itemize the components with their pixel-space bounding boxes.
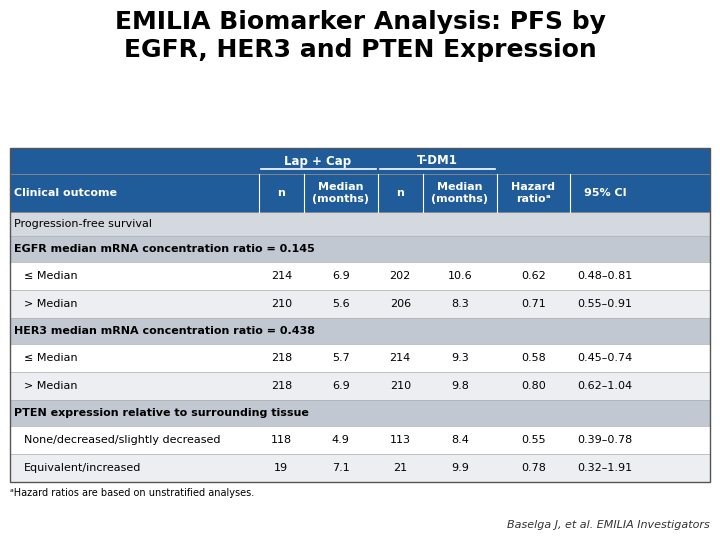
Text: Baselga J, et al. EMILIA Investigators: Baselga J, et al. EMILIA Investigators [508, 520, 710, 530]
Text: ≤ Median: ≤ Median [24, 353, 78, 363]
Text: Clinical outcome: Clinical outcome [14, 188, 117, 198]
Bar [10, 372, 710, 400]
Bar [10, 212, 710, 236]
Text: 5.6: 5.6 [332, 299, 350, 309]
Text: 0.55–0.91: 0.55–0.91 [577, 299, 632, 309]
Text: Median
(months): Median (months) [312, 182, 369, 204]
Text: 218: 218 [271, 381, 292, 391]
Bar [10, 344, 710, 372]
Text: Progression-free survival: Progression-free survival [14, 219, 152, 229]
Text: T-DM1: T-DM1 [417, 154, 457, 167]
Bar [10, 174, 710, 212]
Bar [10, 290, 710, 318]
Text: ᵃHazard ratios are based on unstratified analyses.: ᵃHazard ratios are based on unstratified… [10, 488, 254, 498]
Text: 206: 206 [390, 299, 411, 309]
Text: 0.32–1.91: 0.32–1.91 [577, 463, 633, 473]
Bar [10, 236, 710, 262]
Text: 8.3: 8.3 [451, 299, 469, 309]
Text: ≤ Median: ≤ Median [24, 271, 78, 281]
Text: 9.9: 9.9 [451, 463, 469, 473]
Text: > Median: > Median [24, 381, 78, 391]
Bar [10, 426, 710, 454]
Text: n: n [277, 188, 285, 198]
Text: 21: 21 [393, 463, 408, 473]
Text: 202: 202 [390, 271, 411, 281]
Text: 0.78: 0.78 [521, 463, 546, 473]
Bar [10, 148, 710, 482]
Text: 218: 218 [271, 353, 292, 363]
Text: 0.80: 0.80 [521, 381, 546, 391]
Text: 0.55: 0.55 [521, 435, 546, 445]
Text: Median
(months): Median (months) [431, 182, 488, 204]
Bar [10, 400, 710, 426]
Text: 0.45–0.74: 0.45–0.74 [577, 353, 633, 363]
Text: 0.62: 0.62 [521, 271, 546, 281]
Text: 7.1: 7.1 [332, 463, 350, 473]
Text: 0.71: 0.71 [521, 299, 546, 309]
Bar [10, 148, 710, 174]
Bar [10, 454, 710, 482]
Text: n: n [396, 188, 404, 198]
Text: 210: 210 [390, 381, 411, 391]
Text: 9.3: 9.3 [451, 353, 469, 363]
Text: None/decreased/slightly decreased: None/decreased/slightly decreased [24, 435, 220, 445]
Text: 9.8: 9.8 [451, 381, 469, 391]
Text: 19: 19 [274, 463, 288, 473]
Text: 95% CI: 95% CI [584, 188, 626, 198]
Text: 6.9: 6.9 [332, 381, 350, 391]
Text: Equivalent/increased: Equivalent/increased [24, 463, 141, 473]
Text: 214: 214 [390, 353, 411, 363]
Text: 0.62–1.04: 0.62–1.04 [577, 381, 633, 391]
Text: 113: 113 [390, 435, 410, 445]
Text: 210: 210 [271, 299, 292, 309]
Text: 6.9: 6.9 [332, 271, 350, 281]
Text: 5.7: 5.7 [332, 353, 350, 363]
Bar [10, 262, 710, 290]
Text: EGFR median mRNA concentration ratio = 0.145: EGFR median mRNA concentration ratio = 0… [14, 244, 315, 254]
Text: 0.48–0.81: 0.48–0.81 [577, 271, 633, 281]
Text: 8.4: 8.4 [451, 435, 469, 445]
Text: Hazard
ratioᵃ: Hazard ratioᵃ [511, 182, 555, 204]
Text: 10.6: 10.6 [447, 271, 472, 281]
Text: 118: 118 [271, 435, 292, 445]
Text: 0.39–0.78: 0.39–0.78 [577, 435, 633, 445]
Bar [10, 318, 710, 344]
Text: PTEN expression relative to surrounding tissue: PTEN expression relative to surrounding … [14, 408, 309, 418]
Text: 214: 214 [271, 271, 292, 281]
Text: 4.9: 4.9 [332, 435, 350, 445]
Text: EMILIA Biomarker Analysis: PFS by
EGFR, HER3 and PTEN Expression: EMILIA Biomarker Analysis: PFS by EGFR, … [114, 10, 606, 62]
Text: > Median: > Median [24, 299, 78, 309]
Text: 0.58: 0.58 [521, 353, 546, 363]
Text: Lap + Cap: Lap + Cap [284, 154, 351, 167]
Text: HER3 median mRNA concentration ratio = 0.438: HER3 median mRNA concentration ratio = 0… [14, 326, 315, 336]
